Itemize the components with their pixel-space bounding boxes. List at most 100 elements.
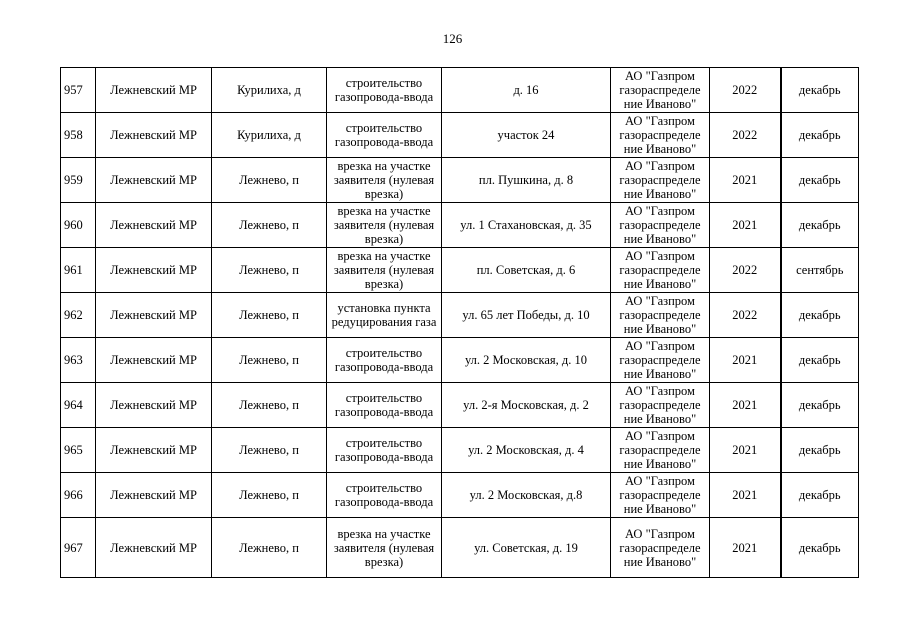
cell-locality: Лежнево, п [211, 382, 327, 428]
cell-address: ул. 65 лет Победы, д. 10 [441, 292, 611, 338]
cell-num: 958 [60, 112, 96, 158]
cell-year: 2021 [709, 202, 782, 248]
cell-address: ул. 2-я Московская, д. 2 [441, 382, 611, 428]
cell-num: 966 [60, 472, 96, 518]
cell-work: врезка на участке заявителя (нулевая вре… [326, 517, 442, 578]
cell-year: 2022 [709, 112, 782, 158]
cell-locality: Лежнево, п [211, 292, 327, 338]
table-row: 963 Лежневский МР Лежнево, п строительство … [60, 337, 859, 383]
cell-locality: Лежнево, п [211, 427, 327, 473]
cell-address: пл. Советская, д. 6 [441, 247, 611, 293]
cell-district: Лежневский МР [95, 67, 212, 113]
cell-num: 967 [60, 517, 96, 578]
cell-district: Лежневский МР [95, 427, 212, 473]
cell-org: АО "Газпром газораспределе ние Иваново" [610, 517, 710, 578]
cell-month: декабрь [780, 202, 859, 248]
cell-district: Лежневский МР [95, 157, 212, 203]
cell-work: строительство газопровода-ввода [326, 472, 442, 518]
cell-org: АО "Газпром газораспределе ние Иваново" [610, 67, 710, 113]
cell-year: 2021 [709, 472, 782, 518]
cell-num: 959 [60, 157, 96, 203]
cell-org: АО "Газпром газораспределе ние Иваново" [610, 472, 710, 518]
cell-num: 962 [60, 292, 96, 338]
cell-year: 2022 [709, 67, 782, 113]
cell-district: Лежневский МР [95, 292, 212, 338]
cell-org: АО "Газпром газораспределе ние Иваново" [610, 382, 710, 428]
cell-month: декабрь [780, 427, 859, 473]
cell-district: Лежневский МР [95, 472, 212, 518]
cell-num: 961 [60, 247, 96, 293]
table-row: 965 Лежневский МР Лежнево, п строительство … [60, 427, 859, 473]
cell-month: декабрь [780, 517, 859, 578]
cell-num: 965 [60, 427, 96, 473]
cell-num: 957 [60, 67, 96, 113]
cell-locality: Лежнево, п [211, 157, 327, 203]
cell-month: сентябрь [780, 247, 859, 293]
cell-num: 960 [60, 202, 96, 248]
cell-address: ул. Советская, д. 19 [441, 517, 611, 578]
table-row: 966 Лежневский МР Лежнево, п строительство … [60, 472, 859, 518]
cell-year: 2021 [709, 382, 782, 428]
cell-work: строительство газопровода-ввода [326, 427, 442, 473]
table-row: 957 Лежневский МР Курилиха, д строительство… [60, 67, 859, 113]
cell-month: декабрь [780, 112, 859, 158]
cell-work: врезка на участке заявителя (нулевая вре… [326, 202, 442, 248]
cell-year: 2021 [709, 337, 782, 383]
cell-district: Лежневский МР [95, 112, 212, 158]
cell-locality: Лежнево, п [211, 202, 327, 248]
cell-work: установка пункта редуцирования газа [326, 292, 442, 338]
cell-work: строительство газопровода-ввода [326, 67, 442, 113]
cell-org: АО "Газпром газораспределе ние Иваново" [610, 157, 710, 203]
cell-year: 2022 [709, 292, 782, 338]
cell-locality: Лежнево, п [211, 247, 327, 293]
cell-year: 2021 [709, 157, 782, 203]
cell-year: 2021 [709, 517, 782, 578]
cell-locality: Лежнево, п [211, 517, 327, 578]
gasification-table: 957 Лежневский МР Курилиха, д строительство… [60, 67, 859, 578]
cell-org: АО "Газпром газораспределе ние Иваново" [610, 112, 710, 158]
cell-district: Лежневский МР [95, 337, 212, 383]
cell-num: 964 [60, 382, 96, 428]
table-row: 959 Лежневский МР Лежнево, п врезка на учас… [60, 157, 859, 203]
table-row: 962 Лежневский МР Лежнево, п установка пунк… [60, 292, 859, 338]
cell-month: декабрь [780, 157, 859, 203]
cell-org: АО "Газпром газораспределе ние Иваново" [610, 427, 710, 473]
cell-work: врезка на участке заявителя (нулевая вре… [326, 157, 442, 203]
cell-address: участок 24 [441, 112, 611, 158]
table-row: 960 Лежневский МР Лежнево, п врезка на учас… [60, 202, 859, 248]
cell-locality: Курилиха, д [211, 112, 327, 158]
cell-year: 2022 [709, 247, 782, 293]
cell-locality: Курилиха, д [211, 67, 327, 113]
cell-org: АО "Газпром газораспределе ние Иваново" [610, 292, 710, 338]
cell-address: ул. 2 Московская, д.8 [441, 472, 611, 518]
cell-locality: Лежнево, п [211, 472, 327, 518]
cell-work: строительство газопровода-ввода [326, 112, 442, 158]
cell-district: Лежневский МР [95, 247, 212, 293]
cell-address: пл. Пушкина, д. 8 [441, 157, 611, 203]
cell-month: декабрь [780, 337, 859, 383]
cell-org: АО "Газпром газораспределе ние Иваново" [610, 337, 710, 383]
cell-locality: Лежнево, п [211, 337, 327, 383]
cell-month: декабрь [780, 472, 859, 518]
cell-month: декабрь [780, 292, 859, 338]
cell-year: 2021 [709, 427, 782, 473]
page-number: 126 [442, 31, 463, 46]
cell-num: 963 [60, 337, 96, 383]
cell-org: АО "Газпром газораспределе ние Иваново" [610, 247, 710, 293]
cell-address: ул. 1 Стахановская, д. 35 [441, 202, 611, 248]
cell-work: врезка на участке заявителя (нулевая вре… [326, 247, 442, 293]
cell-work: строительство газопровода-ввода [326, 382, 442, 428]
cell-org: АО "Газпром газораспределе ние Иваново" [610, 202, 710, 248]
cell-month: декабрь [780, 67, 859, 113]
table-row: 967 Лежневский МР Лежнево, п врезка на учас… [60, 517, 859, 578]
cell-work: строительство газопровода-ввода [326, 337, 442, 383]
cell-district: Лежневский МР [95, 202, 212, 248]
cell-district: Лежневский МР [95, 382, 212, 428]
table-row: 961 Лежневский МР Лежнево, п врезка на учас… [60, 247, 859, 293]
table-row: 958 Лежневский МР Курилиха, д строительство… [60, 112, 859, 158]
cell-address: ул. 2 Московская, д. 4 [441, 427, 611, 473]
cell-month: декабрь [780, 382, 859, 428]
cell-address: ул. 2 Московская, д. 10 [441, 337, 611, 383]
cell-district: Лежневский МР [95, 517, 212, 578]
cell-address: д. 16 [441, 67, 611, 113]
